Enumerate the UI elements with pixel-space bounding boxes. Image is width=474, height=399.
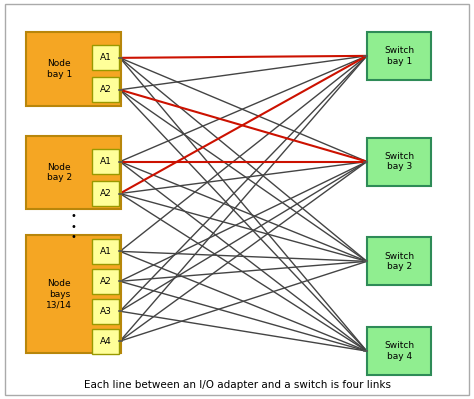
FancyBboxPatch shape <box>26 32 121 106</box>
FancyBboxPatch shape <box>367 138 431 186</box>
FancyBboxPatch shape <box>92 299 118 324</box>
Text: Each line between an I/O adapter and a switch is four links: Each line between an I/O adapter and a s… <box>83 380 391 390</box>
Text: Switch
bay 3: Switch bay 3 <box>384 152 414 171</box>
FancyBboxPatch shape <box>367 237 431 285</box>
Text: A2: A2 <box>100 189 111 198</box>
Text: Switch
bay 4: Switch bay 4 <box>384 342 414 361</box>
Text: Switch
bay 1: Switch bay 1 <box>384 46 414 65</box>
FancyBboxPatch shape <box>92 329 118 354</box>
Text: A4: A4 <box>100 337 111 346</box>
FancyBboxPatch shape <box>92 149 118 174</box>
Text: A3: A3 <box>100 307 111 316</box>
FancyBboxPatch shape <box>26 235 121 353</box>
Text: Node
bay 2: Node bay 2 <box>46 163 72 182</box>
Text: Node
bays
13/14: Node bays 13/14 <box>46 279 72 309</box>
Text: A2: A2 <box>100 277 111 286</box>
FancyBboxPatch shape <box>92 45 118 70</box>
FancyBboxPatch shape <box>367 32 431 80</box>
FancyBboxPatch shape <box>367 327 431 375</box>
FancyBboxPatch shape <box>92 269 118 294</box>
Text: •
•
•: • • • <box>71 211 76 243</box>
FancyBboxPatch shape <box>26 136 121 209</box>
Text: A2: A2 <box>100 85 111 94</box>
FancyBboxPatch shape <box>92 181 118 206</box>
Text: A1: A1 <box>100 247 111 256</box>
FancyBboxPatch shape <box>92 77 118 102</box>
FancyBboxPatch shape <box>92 239 118 264</box>
Text: Switch
bay 2: Switch bay 2 <box>384 252 414 271</box>
Text: A1: A1 <box>100 157 111 166</box>
Text: A1: A1 <box>100 53 111 62</box>
Text: Node
bay 1: Node bay 1 <box>46 59 72 79</box>
